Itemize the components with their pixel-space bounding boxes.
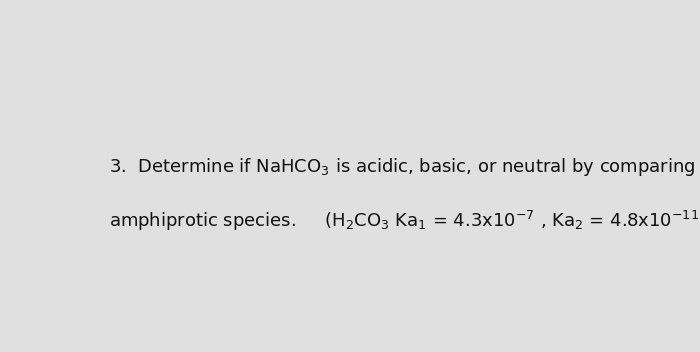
Text: amphiprotic species.     (H$_2$CO$_3$ Ka$_1$ = 4.3x10$^{-7}$ , Ka$_2$ = 4.8x10$^: amphiprotic species. (H$_2$CO$_3$ Ka$_1$… <box>109 209 700 233</box>
Text: 3.  Determine if NaHCO$_3$ is acidic, basic, or neutral by comparing the Ka & Kb: 3. Determine if NaHCO$_3$ is acidic, bas… <box>109 156 700 178</box>
